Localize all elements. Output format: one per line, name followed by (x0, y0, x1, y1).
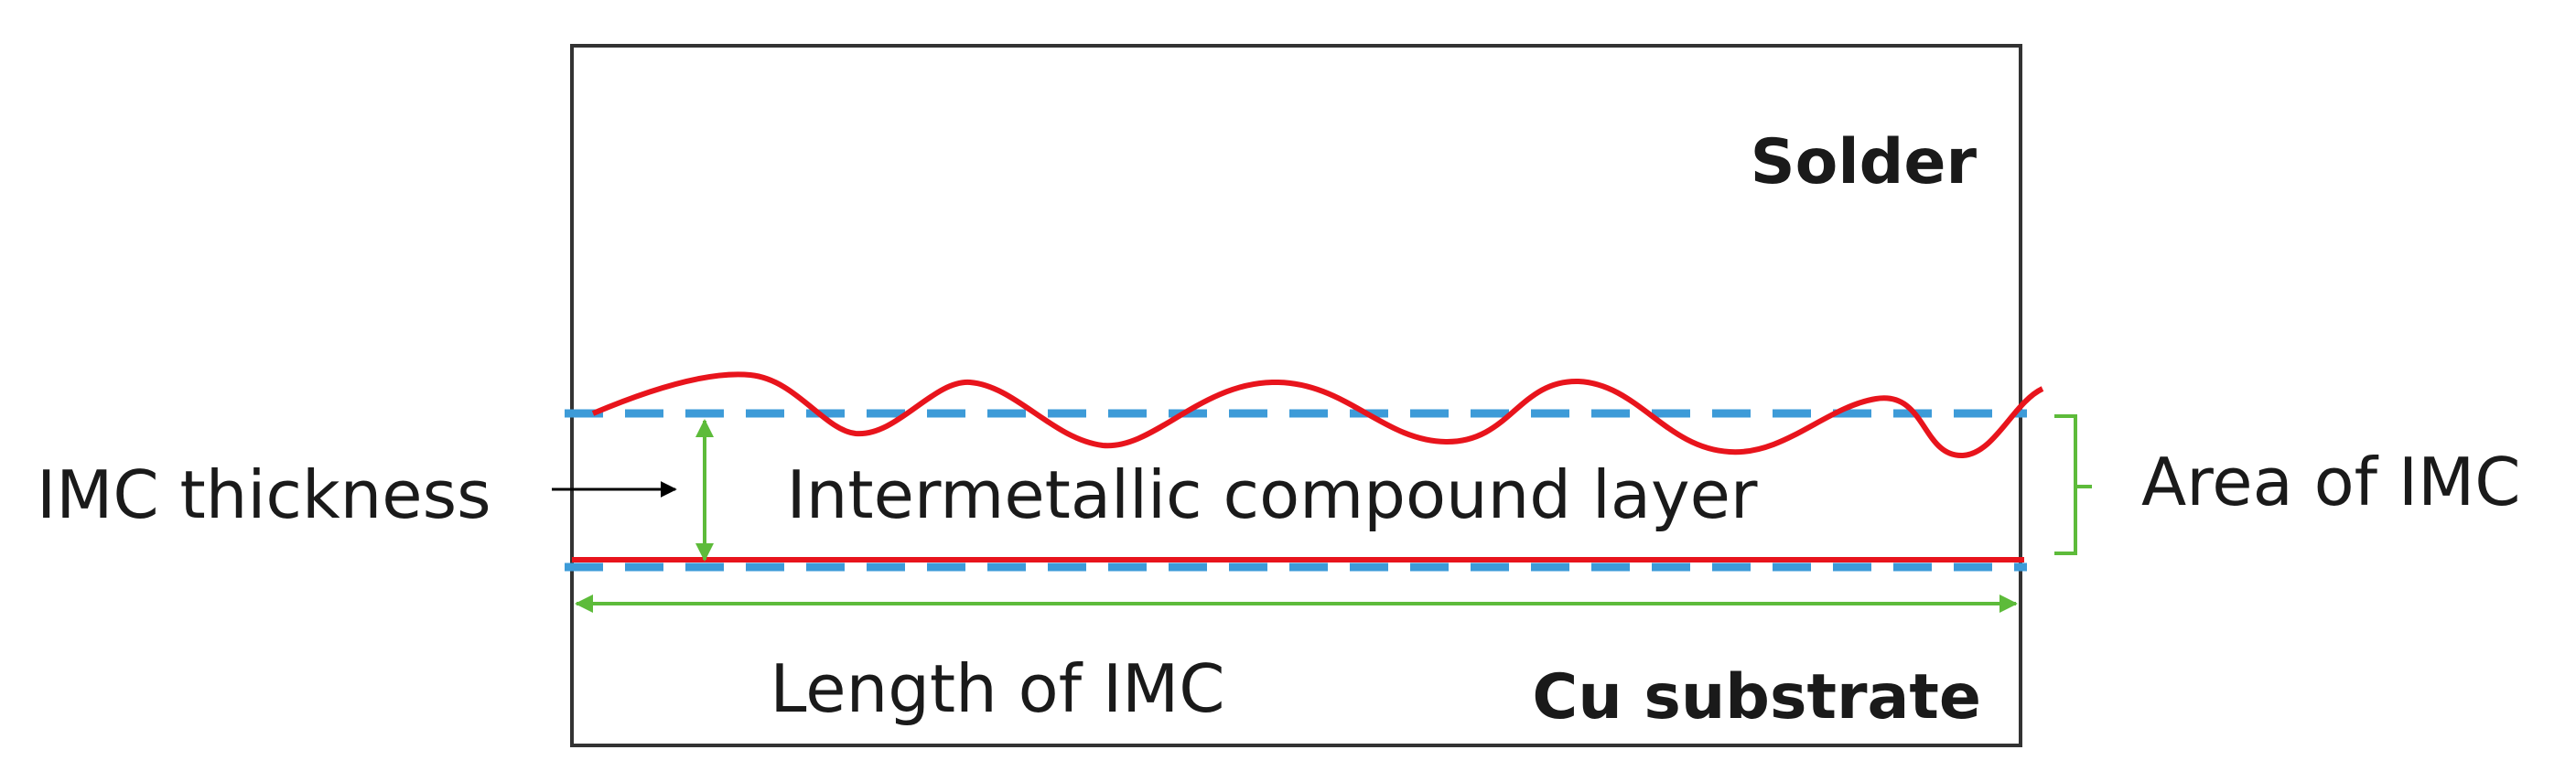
sample-frame (570, 44, 2022, 747)
cu-substrate-label: Cu substrate (1532, 661, 1981, 734)
imc-area-bracket (2054, 414, 2092, 555)
solder-imc-interface-line (591, 371, 2044, 459)
imc-thickness-label: IMC thickness (37, 456, 491, 533)
imc-layer-label: Intermetallic compound layer (786, 456, 1757, 533)
imc-length-label: Length of IMC (770, 650, 1224, 727)
imc-area-label: Area of IMC (2141, 444, 2521, 520)
solder-label: Solder (1751, 126, 1978, 198)
